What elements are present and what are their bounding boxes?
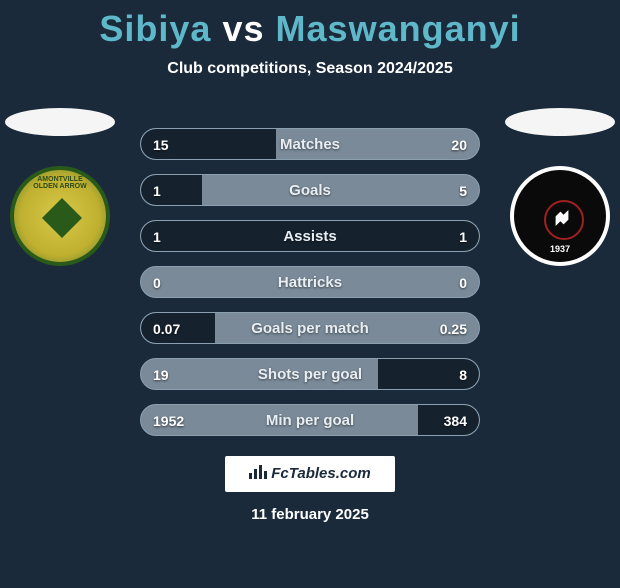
stat-value-right: 0 [459,267,467,298]
vs-text: vs [222,8,264,49]
stat-value-right: 8 [459,359,467,390]
player1-name: Sibiya [99,8,211,49]
stat-value-right: 0.25 [440,313,467,344]
logo-bars-icon [249,465,267,479]
stat-row: Assists1 1 [140,220,480,252]
stat-value-left: 0 [153,267,161,298]
stat-value-left: 1 [153,221,161,252]
stat-label: Min per goal [141,405,479,436]
player1-column: AMONTVILLEOLDEN ARROW [0,108,120,266]
stat-value-left: 1952 [153,405,184,436]
site-name: FcTables.com [271,465,370,482]
stat-value-left: 0.07 [153,313,180,344]
stat-row: Matches15 20 [140,128,480,160]
stat-label: Goals per match [141,313,479,344]
stat-value-left: 19 [153,359,169,390]
stat-label: Assists [141,221,479,252]
stat-label: Goals [141,175,479,206]
stat-row: Hattricks0 0 [140,266,480,298]
stat-label: Hattricks [141,267,479,298]
player1-silhouette [5,108,115,136]
player2-name: Maswanganyi [276,8,521,49]
stats-table: Matches1520Goals15Assists11Hattricks00Go… [140,128,480,450]
date-text: 11 february 2025 [0,506,620,523]
stat-value-right: 1 [459,221,467,252]
stat-value-right: 20 [451,129,467,160]
player2-club-badge: 1937 [510,166,610,266]
stat-value-left: 15 [153,129,169,160]
player1-club-badge: AMONTVILLEOLDEN ARROW [10,166,110,266]
stat-value-left: 1 [153,175,161,206]
stat-row: Goals per match0.07 0.25 [140,312,480,344]
stat-row: Shots per goal19 8 [140,358,480,390]
player2-silhouette [505,108,615,136]
comparison-title: Sibiya vs Maswanganyi [0,8,620,50]
stat-row: Min per goal1952 384 [140,404,480,436]
site-logo: FcTables.com [225,456,395,492]
badge2-year: 1937 [514,244,606,254]
stat-value-right: 384 [444,405,467,436]
stat-row: Goals1 5 [140,174,480,206]
stat-label: Shots per goal [141,359,479,390]
stat-value-right: 5 [459,175,467,206]
stat-label: Matches [141,129,479,160]
subtitle: Club competitions, Season 2024/2025 [0,60,620,78]
player2-column: 1937 [500,108,620,266]
badge1-text: AMONTVILLEOLDEN ARROW [14,176,106,190]
